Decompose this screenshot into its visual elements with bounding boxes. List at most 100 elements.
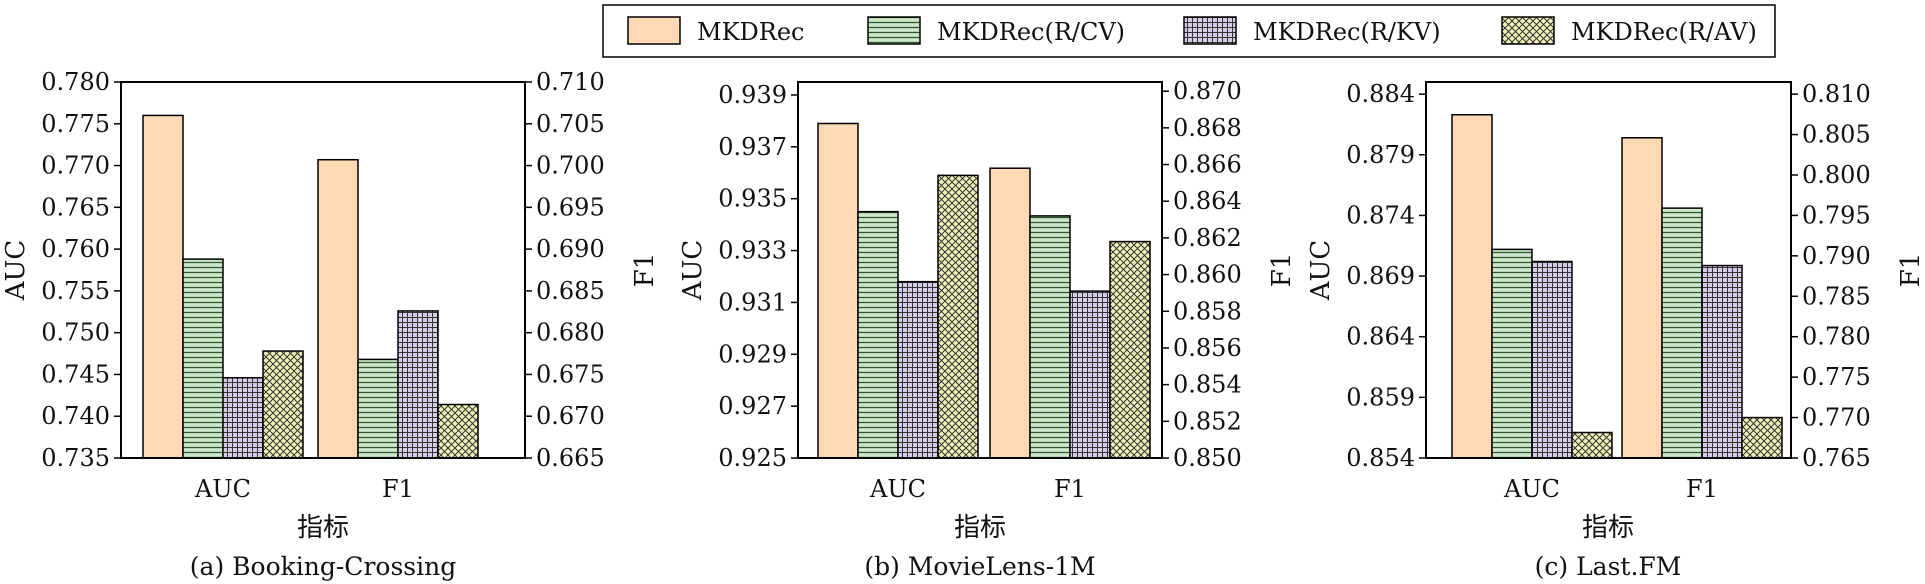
- left-tick-label: 0.775: [41, 110, 110, 138]
- left-tick-label: 0.869: [1346, 262, 1415, 290]
- bar-mkdrec-r-av-f1: [437, 403, 479, 459]
- right-tick-label: 0.852: [1173, 407, 1242, 435]
- bar-mkdrec-r-cv-auc: [857, 210, 899, 459]
- right-tick-label: 0.710: [536, 68, 605, 96]
- bar-mkdrec-r-av-auc: [937, 174, 979, 459]
- y-axis-title-right: F1: [630, 253, 660, 288]
- left-tick-label: 0.735: [41, 444, 110, 472]
- x-axis-title: 指标: [1582, 513, 1634, 543]
- right-tick-label: 0.685: [536, 277, 605, 305]
- right-tick-label: 0.810: [1802, 80, 1871, 108]
- right-tick-label: 0.785: [1802, 282, 1871, 310]
- right-tick-label: 0.675: [536, 360, 605, 388]
- legend-label-2: MKDRec(R/KV): [1253, 18, 1441, 46]
- left-tick-label: 0.879: [1346, 141, 1415, 169]
- left-tick-label: 0.874: [1346, 201, 1415, 229]
- left-tick-label: 0.935: [718, 185, 787, 213]
- right-tick-label: 0.690: [536, 235, 605, 263]
- left-tick-label: 0.864: [1346, 323, 1415, 351]
- left-tick-label: 0.755: [41, 277, 110, 305]
- x-tick-label: AUC: [1503, 475, 1560, 503]
- plot-frame: [1425, 81, 1792, 459]
- left-tick-label: 0.765: [41, 193, 110, 221]
- right-tick-label: 0.860: [1173, 261, 1242, 289]
- panel-caption: (c) Last.FM: [1535, 552, 1682, 581]
- left-tick-label: 0.750: [41, 319, 110, 347]
- right-tick-label: 0.866: [1173, 151, 1242, 179]
- y-axis-title-left: AUC: [678, 240, 708, 302]
- left-tick-label: 0.770: [41, 152, 110, 180]
- right-tick-label: 0.770: [1802, 404, 1871, 432]
- x-tick-label: AUC: [869, 475, 926, 503]
- bar-mkdrec-r-kv-f1: [1069, 290, 1111, 459]
- bar-mkdrec-r-av-f1: [1109, 240, 1151, 459]
- left-tick-label: 0.939: [718, 81, 787, 109]
- legend-label-3: MKDRec(R/AV): [1571, 18, 1757, 46]
- bar-mkdrec-f1: [989, 167, 1031, 459]
- right-tick-label: 0.665: [536, 444, 605, 472]
- right-tick-label: 0.854: [1173, 371, 1242, 399]
- legend-item-1: MKDRec(R/CV): [867, 16, 1125, 46]
- left-tick-label: 0.937: [718, 133, 787, 161]
- right-tick-label: 0.680: [536, 319, 605, 347]
- bar-mkdrec-r-kv-f1: [1701, 264, 1743, 459]
- y-axis-title-right: F1: [1267, 253, 1297, 288]
- legend-swatch-0: [627, 16, 681, 45]
- bar-mkdrec-f1: [1621, 137, 1663, 459]
- bar-mkdrec-auc: [142, 114, 184, 459]
- bar-mkdrec-r-kv-auc: [222, 377, 264, 459]
- left-tick-label: 0.929: [718, 340, 787, 368]
- legend-swatch-3: [1501, 16, 1555, 45]
- y-axis-title-left: AUC: [1306, 240, 1336, 302]
- x-axis-title: 指标: [297, 513, 349, 543]
- left-tick-label: 0.931: [718, 288, 787, 316]
- right-tick-label: 0.864: [1173, 187, 1242, 215]
- bar-mkdrec-f1: [317, 158, 359, 459]
- right-tick-label: 0.856: [1173, 334, 1242, 362]
- legend-item-0: MKDRec: [627, 16, 804, 46]
- left-tick-label: 0.859: [1346, 383, 1415, 411]
- left-tick-label: 0.933: [718, 237, 787, 265]
- bar-mkdrec-r-cv-f1: [1029, 215, 1071, 459]
- plot-frame: [797, 81, 1163, 459]
- right-tick-label: 0.705: [536, 110, 605, 138]
- right-tick-label: 0.780: [1802, 323, 1871, 351]
- chart-panel-last-fm: 0.854 0.859 0.864 0.869 0.874 0.879 0.884 0.765…: [1306, 80, 1925, 581]
- bar-mkdrec-auc: [1451, 113, 1493, 459]
- bar-mkdrec-r-cv-auc: [1491, 248, 1533, 459]
- right-tick-label: 0.850: [1173, 444, 1242, 472]
- legend-swatch-1: [867, 16, 921, 45]
- legend: MKDRec MKDRec(R/CV) MKDRec(R/KV) MKDRec(…: [602, 4, 1776, 58]
- bar-mkdrec-r-av-f1: [1741, 416, 1783, 459]
- bar-mkdrec-r-cv-f1: [357, 358, 399, 459]
- right-tick-label: 0.765: [1802, 444, 1871, 472]
- bar-mkdrec-r-av-auc: [262, 350, 304, 459]
- left-tick-label: 0.884: [1346, 80, 1415, 108]
- legend-swatch-2: [1183, 16, 1237, 45]
- left-tick-label: 0.740: [41, 402, 110, 430]
- bar-mkdrec-r-cv-f1: [1661, 207, 1703, 459]
- right-tick-label: 0.775: [1802, 363, 1871, 391]
- right-tick-label: 0.795: [1802, 201, 1871, 229]
- left-tick-label: 0.927: [718, 392, 787, 420]
- chart-panel-booking-crossing: 0.735 0.740 0.745 0.750 0.755 0.760 0.765 0.770…: [1, 68, 660, 581]
- bar-mkdrec-r-kv-f1: [397, 310, 439, 459]
- left-tick-label: 0.760: [41, 235, 110, 263]
- bar-mkdrec-r-kv-auc: [1531, 260, 1573, 459]
- bar-mkdrec-r-kv-auc: [897, 280, 939, 459]
- x-tick-label: F1: [382, 475, 414, 503]
- y-axis-title-left: AUC: [1, 240, 31, 302]
- right-tick-label: 0.868: [1173, 114, 1242, 142]
- x-tick-label: AUC: [194, 475, 251, 503]
- right-tick-label: 0.800: [1802, 161, 1871, 189]
- right-tick-label: 0.862: [1173, 224, 1242, 252]
- right-tick-label: 0.858: [1173, 297, 1242, 325]
- right-tick-label: 0.695: [536, 193, 605, 221]
- panel-caption: (b) MovieLens-1M: [864, 552, 1095, 581]
- chart-panel-movielens-1m: 0.925 0.927 0.929 0.931 0.933 0.935 0.937 0.939…: [678, 77, 1297, 581]
- right-tick-label: 0.805: [1802, 121, 1871, 149]
- bar-mkdrec-r-av-auc: [1571, 431, 1613, 459]
- legend-label-0: MKDRec: [697, 18, 804, 46]
- right-tick-label: 0.790: [1802, 242, 1871, 270]
